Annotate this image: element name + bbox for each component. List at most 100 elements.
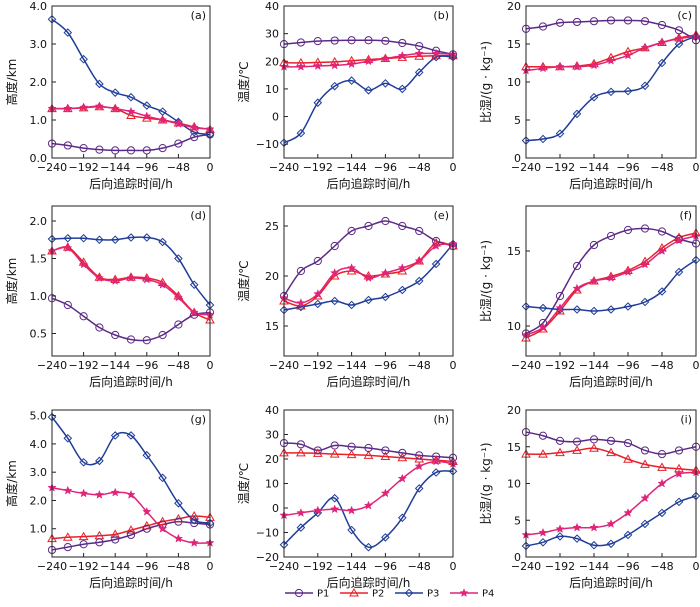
- data-point-p4: [538, 63, 548, 73]
- data-point-p4: [674, 469, 684, 478]
- data-point-p3: [142, 450, 152, 460]
- data-point-p1: [111, 535, 120, 544]
- data-point-p1: [313, 36, 322, 46]
- series-line-p1: [525, 227, 697, 335]
- data-point-p2: [110, 529, 121, 538]
- series-line-p1: [525, 431, 697, 455]
- x-tick-label: −192: [68, 161, 98, 174]
- data-point-p3: [640, 519, 650, 529]
- data-point-p4: [606, 519, 616, 528]
- data-point-p4: [296, 508, 306, 517]
- data-point-p4: [94, 273, 105, 282]
- data-point-p4: [313, 505, 323, 515]
- chart-panel: −240 −192 −144 −96 −48 0 0.0 1.0 2.0 3.0 4.0 (a) 后向追…: [4, 0, 215, 191]
- panel-label: (b): [433, 9, 449, 22]
- data-point-p4: [189, 122, 199, 132]
- legend-marker: [294, 588, 304, 598]
- y-tick-label: 10: [265, 83, 279, 96]
- data-point-p3: [347, 525, 356, 535]
- data-point-p4: [363, 500, 374, 510]
- data-point-p1: [296, 38, 305, 47]
- data-point-p3: [397, 513, 407, 523]
- data-point-p4: [346, 505, 357, 515]
- x-tick-label: 0: [207, 560, 214, 573]
- data-point-p3: [674, 39, 684, 49]
- y-tick-label: 15: [265, 320, 279, 333]
- data-point-p3: [313, 98, 323, 108]
- y-tick-label: 20: [507, 0, 521, 13]
- y-tick-label: 40: [265, 404, 279, 417]
- x-tick-label: −48: [650, 560, 673, 573]
- data-point-p3: [555, 532, 565, 541]
- plot-frame: [525, 5, 697, 159]
- x-tick-label: −144: [579, 560, 609, 573]
- data-point-p4: [606, 55, 616, 65]
- x-axis-label: 后向追踪时间/h: [89, 374, 173, 389]
- x-tick-label: 0: [693, 359, 700, 372]
- data-point-p3: [397, 285, 407, 295]
- data-point-p1: [158, 144, 167, 153]
- x-tick-label: −48: [167, 359, 190, 372]
- data-point-p1: [398, 38, 407, 48]
- chart-panel: −240 −192 −144 −96 −48 0 −10 0 10 20 30 40 (b) 后向追踪时间…: [236, 0, 458, 191]
- data-point-p3: [364, 85, 373, 95]
- y-tick-label: −10: [256, 527, 279, 540]
- data-point-p1: [364, 443, 373, 453]
- x-tick-label: −48: [408, 560, 431, 573]
- data-point-p4: [78, 102, 89, 112]
- series-line-p1: [51, 520, 211, 551]
- data-point-p1: [79, 540, 88, 549]
- data-point-p3: [95, 456, 104, 466]
- data-point-p4: [431, 456, 441, 466]
- series-line-p2: [525, 232, 697, 339]
- chart-panel: −240 −192 −144 −96 −48 0 −20 −10 0 10 20 30 40 (h) 后向追…: [236, 404, 458, 590]
- data-point-p4: [296, 298, 306, 307]
- y-axis-label: 比湿/(g · kg⁻¹): [478, 240, 493, 322]
- legend-item-p4: P4: [450, 588, 494, 600]
- data-point-p4: [589, 276, 599, 285]
- x-tick-label: −48: [650, 359, 673, 372]
- data-point-p4: [173, 533, 184, 543]
- x-tick-label: −192: [303, 359, 333, 372]
- data-point-p1: [606, 436, 616, 445]
- series-line-p3: [51, 416, 211, 524]
- y-tick-label: 1.0: [30, 114, 48, 127]
- y-tick-label: 10: [265, 478, 279, 491]
- data-point-p4: [572, 522, 582, 532]
- y-tick-label: 10: [507, 478, 521, 491]
- data-point-p4: [414, 256, 424, 265]
- data-point-p1: [364, 36, 373, 45]
- data-point-p2: [538, 449, 548, 458]
- data-point-p2: [78, 531, 89, 541]
- data-point-p3: [79, 54, 88, 64]
- chart-panel: −240 −192 −144 −96 −48 0 0 5 10 15 20 (i) 后向追踪时间/h 比湿…: [478, 404, 700, 590]
- data-point-p3: [381, 79, 390, 88]
- data-point-p3: [431, 468, 441, 477]
- data-point-p4: [623, 267, 633, 276]
- data-point-p2: [346, 449, 357, 459]
- data-point-p3: [623, 302, 633, 311]
- series-line-p3: [525, 495, 697, 547]
- y-tick-label: 1.0: [30, 523, 48, 536]
- x-tick-label: −96: [374, 161, 397, 174]
- data-point-p4: [363, 273, 374, 282]
- x-tick-label: −240: [511, 359, 541, 372]
- data-point-p4: [142, 111, 152, 121]
- data-point-p2: [397, 452, 408, 462]
- data-point-p3: [79, 457, 88, 467]
- data-point-p1: [174, 320, 183, 329]
- data-point-p3: [110, 431, 120, 440]
- series-line-p2: [283, 452, 454, 463]
- data-point-p2: [657, 462, 667, 471]
- x-tick-label: −240: [269, 359, 299, 372]
- data-point-p1: [555, 18, 565, 27]
- data-point-p4: [142, 274, 152, 284]
- data-point-p1: [142, 336, 151, 345]
- x-tick-label: −48: [650, 161, 673, 174]
- x-tick-label: −144: [579, 359, 609, 372]
- y-tick-label: 1.5: [30, 253, 48, 266]
- plot-frame: [525, 409, 697, 558]
- series-line-p1: [283, 39, 454, 56]
- x-tick-label: −144: [336, 161, 366, 174]
- legend-marker: [459, 588, 469, 597]
